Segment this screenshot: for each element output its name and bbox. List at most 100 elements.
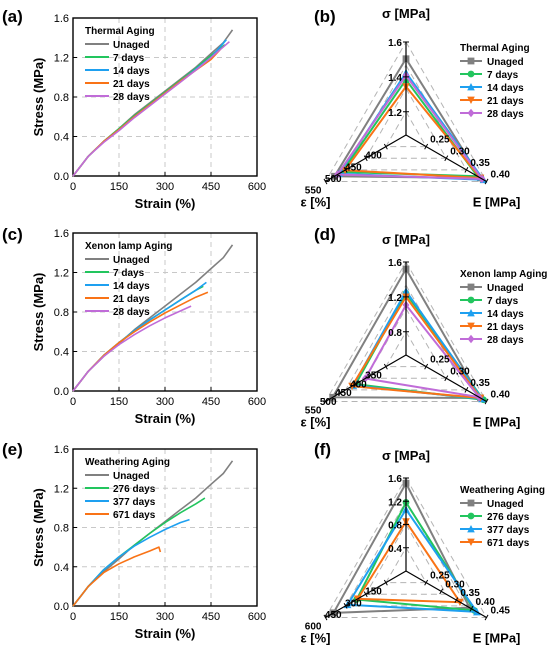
legend-label-3: 21 days bbox=[113, 79, 150, 90]
stress-strain-chart-4: 0 150 300 450 600 0.0 0.4 0.8 1.2 1.6 Strain (%) St… bbox=[31, 444, 266, 641]
x-tick-label: 600 bbox=[248, 181, 266, 193]
legend-label-4: 28 days bbox=[113, 92, 150, 103]
legend-label-4: 28 days bbox=[113, 307, 150, 318]
radar-tick bbox=[484, 178, 489, 185]
legend-label-0: Unaged bbox=[113, 471, 150, 482]
radar-tick-label: 0.40 bbox=[491, 170, 511, 181]
radar-series-0 bbox=[330, 266, 483, 400]
stress-strain-chart-2: 0 150 300 450 600 0.0 0.4 0.8 1.2 1.6 Strain (%) St… bbox=[31, 228, 266, 426]
radar-tick-label: 0.30 bbox=[450, 366, 470, 377]
series-line-3 bbox=[72, 546, 162, 607]
legend-marker-2 bbox=[467, 309, 475, 317]
radar-tick-label: 0.4 bbox=[388, 544, 402, 555]
legend-label-1: 276 days bbox=[487, 512, 530, 523]
radar-tick-label: 0.40 bbox=[491, 390, 511, 401]
legend-label-4: 28 days bbox=[487, 335, 524, 346]
legend-marker-3 bbox=[467, 322, 475, 330]
legend-title: Thermal Aging bbox=[460, 43, 530, 54]
radar-tick-label: 1.2 bbox=[388, 497, 402, 508]
radar-axis-title-epsilon: ε [%] bbox=[300, 631, 330, 646]
legend-title: Weathering Aging bbox=[85, 457, 170, 468]
radar-tick bbox=[338, 389, 343, 396]
x-tick-label: 150 bbox=[110, 181, 128, 193]
x-tick-label: 150 bbox=[110, 396, 128, 408]
radar-tick bbox=[323, 178, 328, 185]
radar-tick-label: 1.2 bbox=[388, 293, 402, 304]
radar-series-3 bbox=[343, 84, 483, 180]
y-axis-title: Stress (MPa) bbox=[31, 58, 46, 137]
radar-grid bbox=[324, 260, 488, 402]
radar-tick bbox=[363, 155, 368, 162]
legend-label-2: 377 days bbox=[113, 497, 156, 508]
x-tick-label: 300 bbox=[156, 181, 174, 193]
legend-marker-4 bbox=[467, 108, 475, 118]
y-axis-title: Stress (MPa) bbox=[31, 488, 46, 567]
legend-label-3: 21 days bbox=[113, 294, 150, 305]
y-tick-label: 0.4 bbox=[54, 347, 69, 359]
radar-tick bbox=[323, 398, 328, 405]
legend-label-0: Unaged bbox=[487, 283, 524, 294]
radar-tick-label: 0.25 bbox=[430, 355, 450, 366]
radar-axis-title-epsilon: ε [%] bbox=[300, 195, 330, 210]
radar-tick-label: 500 bbox=[320, 397, 337, 408]
radar-tick-label: 0.25 bbox=[430, 135, 450, 146]
legend-label-2: 14 days bbox=[487, 83, 524, 94]
radar-tick-label: 0.8 bbox=[388, 521, 402, 532]
y-tick-label: 0.8 bbox=[54, 92, 69, 104]
radar-tick bbox=[424, 579, 429, 586]
radar-grid bbox=[364, 523, 448, 595]
radar-tick-label: 550 bbox=[305, 406, 322, 417]
legend-marker-0 bbox=[467, 283, 475, 291]
y-tick-label: 1.6 bbox=[54, 444, 69, 456]
y-tick-label: 0.0 bbox=[54, 171, 69, 183]
radar-axis-title-e: E [MPa] bbox=[473, 631, 521, 646]
radar-tick-label: 350 bbox=[365, 371, 382, 382]
radar-tick-label: 0.35 bbox=[460, 588, 480, 599]
radar-axis-title-e: E [MPa] bbox=[473, 415, 521, 430]
panel-label-c: (c) bbox=[2, 225, 23, 244]
legend-title: Thermal Aging bbox=[85, 26, 155, 37]
legend-label-1: 7 days bbox=[487, 70, 519, 81]
y-tick-label: 1.6 bbox=[54, 228, 69, 240]
radar-spoke bbox=[325, 354, 407, 403]
radar-axis-title-e: E [MPa] bbox=[473, 195, 521, 210]
legend-label-2: 14 days bbox=[113, 281, 150, 292]
radar-tick bbox=[484, 614, 489, 621]
panel-label-e: (e) bbox=[2, 440, 23, 459]
x-tick-label: 450 bbox=[202, 181, 220, 193]
y-tick-label: 0.8 bbox=[54, 523, 69, 535]
radar-tick-label: 550 bbox=[305, 186, 322, 197]
radar-tick-label: 1.4 bbox=[388, 73, 402, 84]
radar-grid bbox=[385, 330, 427, 368]
radar-series-0 bbox=[331, 481, 472, 614]
x-tick-label: 450 bbox=[202, 611, 220, 623]
radar-tick-label: 0.8 bbox=[388, 328, 402, 339]
panel-label-a: (a) bbox=[2, 7, 23, 26]
radar-tick-label: 0.45 bbox=[491, 606, 511, 617]
legend-label-3: 21 days bbox=[487, 96, 524, 107]
legend-marker-1 bbox=[467, 512, 475, 520]
y-tick-label: 1.2 bbox=[54, 483, 69, 495]
radar-tick-label: 1.6 bbox=[388, 474, 402, 485]
radar-tick-label: 150 bbox=[365, 587, 382, 598]
legend-title: Weathering Aging bbox=[460, 485, 545, 496]
panel-label-f: (f) bbox=[314, 440, 331, 459]
legend-label-4: 28 days bbox=[487, 109, 524, 120]
legend-title: Xenon lamp Aging bbox=[460, 269, 547, 280]
radar-tick-label: 450 bbox=[325, 610, 342, 621]
radar-tick-label: 1.2 bbox=[388, 108, 402, 119]
legend-marker-3 bbox=[467, 538, 475, 546]
radar-spoke bbox=[405, 570, 487, 619]
radar-tick bbox=[363, 591, 368, 598]
radar-series-3 bbox=[355, 519, 462, 604]
legend-marker-2 bbox=[467, 525, 475, 533]
legend-label-1: 7 days bbox=[113, 268, 145, 279]
radar-tick-label: 450 bbox=[345, 162, 362, 173]
radar-series-3 bbox=[350, 295, 483, 400]
panel-label-d: (d) bbox=[314, 225, 336, 244]
stress-strain-chart-0: 0 150 300 450 600 0.0 0.4 0.8 1.2 1.6 Strain (%) St… bbox=[31, 13, 266, 211]
y-tick-label: 0.0 bbox=[54, 601, 69, 613]
radar-tick bbox=[444, 155, 449, 162]
